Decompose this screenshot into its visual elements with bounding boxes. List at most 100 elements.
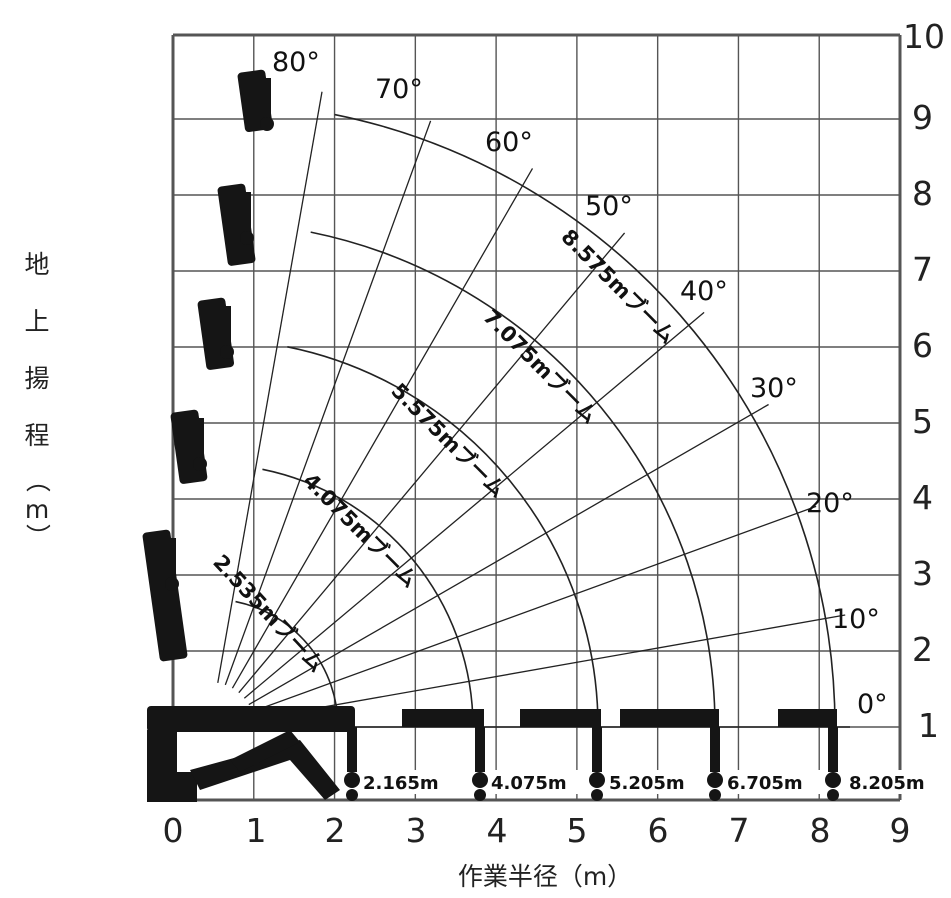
radius-label-6705: 6.705m [727,773,803,794]
y-tick: 1 [918,706,939,745]
hook-block [240,231,254,245]
hook [474,789,486,801]
y-title-char: （ [23,467,52,492]
x-tick: 6 [648,811,669,850]
hook-block [589,772,605,788]
x-tick: 4 [487,811,508,850]
hook [346,789,358,801]
hook-rope [710,727,720,772]
y-tick: 10 [903,17,945,56]
boom-arc [287,346,599,728]
y-title-char: ） [23,523,52,548]
angle-ray [224,120,432,686]
x-tick: 5 [567,811,588,850]
angle-label-0: 0° [857,689,888,720]
hook-block [193,457,207,471]
hook-block [825,772,841,788]
x-axis-title: 作業半径（m） [458,862,632,891]
boom-label-4075: 4.075mブーム [298,469,422,593]
angle-label-60: 60° [485,127,533,158]
boom-label-7075: 7.075mブーム [478,305,602,429]
hook-block [165,577,179,591]
boom-arc [334,113,836,728]
hook-block [344,772,360,788]
angle-rays [210,91,850,728]
angle-label-30: 30° [750,373,798,404]
crane-strut [230,730,300,772]
hook-rope [168,538,176,578]
hook [591,789,603,801]
y-tick: 9 [912,98,933,137]
x-tick: 1 [246,811,267,850]
y-tick: 6 [912,326,933,365]
hook-rope [828,727,838,772]
angle-label-70: 70° [375,74,423,105]
angle-labels: 80° 70° 60° 50° 40° 30° 20° 10° 0° [272,47,888,720]
crane-outrigger [190,740,340,800]
angle-ray [231,168,534,689]
x-tick: 9 [890,811,911,850]
angle-ray [238,232,626,694]
boom-arc [310,231,716,728]
y-axis-title: 地 上 揚 程 （ m ） [23,250,52,549]
hook-rope [592,727,602,772]
boom-raised [142,529,188,662]
crane-deck [147,706,355,732]
angle-label-50: 50° [585,191,633,222]
hook-rope [347,727,357,772]
crane-foot [147,772,197,802]
angle-label-80: 80° [272,47,320,78]
hook-block [472,772,488,788]
x-tick: 2 [325,811,346,850]
angle-label-20: 20° [806,488,854,519]
boom-horizontal [778,709,837,727]
x-tick: 3 [406,811,427,850]
radius-labels: 2.165m 4.075m 5.205m 6.705m 8.205m [360,770,946,794]
y-title-char: 程 [24,421,49,450]
boom-label-5575: 5.575mブーム [386,379,510,503]
angle-ray [217,91,323,683]
hook-rope [475,727,485,772]
x-axis-ticks: 0 1 2 3 4 5 6 7 8 9 [163,811,911,850]
hook-rope [243,192,251,232]
hook-block [220,345,234,359]
y-tick: 2 [912,630,933,669]
hook-block [707,772,723,788]
boom-arc [262,468,474,728]
boom-horizontal [620,709,719,727]
angle-ray [248,403,769,706]
boom-horizontal [402,709,484,727]
y-axis-ticks: 1 2 3 4 5 6 7 8 9 10 [903,17,945,745]
y-tick: 4 [912,478,933,517]
boom-arc [235,600,339,728]
y-tick: 7 [912,250,933,289]
hook-rope [196,418,204,458]
angle-ray [243,311,705,699]
boom-arcs [235,113,836,728]
y-title-char: 地 [24,250,49,279]
hook [827,789,839,801]
angle-label-40: 40° [680,276,728,307]
boom-label-8575: 8.575mブーム [556,225,680,349]
x-tick: 8 [810,811,831,850]
hook-rope [263,78,271,118]
radius-label-4075: 4.075m [491,773,567,794]
radius-label-5205: 5.205m [609,773,685,794]
y-tick: 5 [912,402,933,441]
angle-ray [251,505,817,713]
radius-label-2165: 2.165m [363,773,439,794]
y-tick: 8 [912,174,933,213]
y-title-char: 上 [24,307,49,336]
boom-horizontal [520,709,601,727]
radius-label-8205: 8.205m [849,773,925,794]
hook [709,789,721,801]
x-tick: 7 [729,811,750,850]
y-title-char: m [25,495,49,524]
crane-silhouettes [142,69,841,802]
x-tick: 0 [163,811,184,850]
angle-ray [254,614,846,720]
hook-rope [223,306,231,346]
hook-block [260,117,274,131]
angle-label-10: 10° [832,604,880,635]
